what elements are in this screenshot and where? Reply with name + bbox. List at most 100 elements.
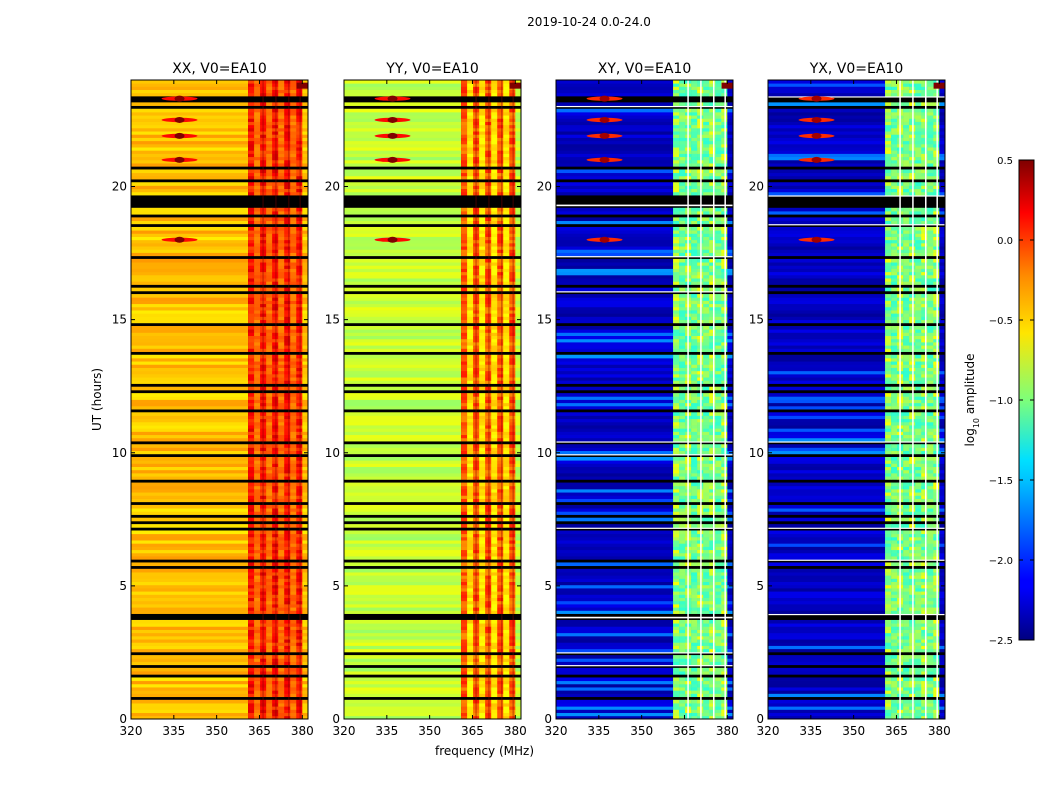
heatmap-cell	[266, 124, 273, 129]
heatmap-cell	[248, 530, 255, 535]
heatmap-cell	[727, 313, 733, 317]
heatmap-cell	[679, 693, 686, 698]
heatmap-cell	[473, 313, 480, 317]
heatmap-cell	[503, 316, 510, 321]
heatmap-cell	[266, 421, 273, 426]
heatmap-cell	[272, 437, 279, 442]
heatmap-cell	[260, 175, 267, 180]
heatmap-cell	[131, 699, 249, 704]
heatmap-cell	[715, 629, 722, 634]
heatmap-cell	[344, 262, 462, 266]
heatmap-cell	[344, 530, 462, 535]
heatmap-cell	[254, 699, 261, 704]
heatmap-cell	[673, 316, 680, 321]
heatmap-cell	[272, 578, 279, 583]
heatmap-cell	[266, 687, 273, 691]
heatmap-cell	[556, 572, 674, 576]
heatmap-cell	[272, 92, 279, 97]
heatmap-cell	[709, 632, 716, 637]
heatmap-cell	[479, 610, 486, 614]
heatmap-cell	[278, 338, 285, 343]
heatmap-cell	[703, 610, 710, 614]
heatmap-cell	[679, 386, 686, 391]
heatmap-cell	[278, 568, 285, 573]
heatmap-cell	[248, 680, 255, 685]
heatmap-cell	[673, 568, 680, 573]
heatmap-cell	[254, 108, 261, 113]
heatmap-cell	[278, 431, 285, 436]
heatmap-cell	[284, 396, 291, 400]
heatmap-cell	[467, 482, 474, 487]
heatmap-cell	[248, 594, 255, 598]
heatmap-cell	[503, 495, 510, 499]
heatmap-cell	[691, 428, 698, 432]
heatmap-cell	[721, 393, 728, 397]
heatmap-cell	[248, 581, 255, 586]
heatmap-cell	[272, 89, 279, 94]
heatmap-cell	[344, 143, 462, 148]
heatmap-cell	[497, 370, 504, 375]
heatmap-cell	[248, 425, 255, 429]
heatmap-cell	[479, 540, 486, 544]
heatmap-cell	[491, 364, 498, 368]
heatmap-cell	[302, 370, 308, 375]
heatmap-cell	[284, 300, 291, 305]
heatmap-cell	[266, 262, 273, 266]
heatmap-cell	[461, 556, 468, 560]
heatmap-cell	[556, 412, 674, 416]
heatmap-cell	[302, 316, 308, 321]
heatmap-cell	[254, 511, 261, 515]
heatmap-cell	[260, 287, 267, 292]
heatmap-cell	[461, 629, 468, 634]
heatmap-cell	[715, 428, 722, 432]
heatmap-cell	[509, 476, 516, 480]
heatmap-cell	[254, 361, 261, 365]
heatmap-cell	[491, 476, 498, 480]
heatmap-cell	[284, 140, 291, 145]
heatmap-cell	[673, 623, 680, 627]
heatmap-cell	[479, 147, 486, 151]
heatmap-cell	[491, 294, 498, 298]
heatmap-cell	[715, 533, 722, 538]
heatmap-cell	[260, 207, 267, 212]
heatmap-cell	[485, 466, 492, 471]
heatmap-cell	[344, 645, 462, 650]
heatmap-cell	[485, 335, 492, 340]
heatmap-cell	[473, 482, 480, 487]
heatmap-cell	[278, 709, 285, 714]
heatmap-cell	[254, 469, 261, 474]
heatmap-cell	[272, 185, 279, 190]
heatmap-cell	[509, 418, 516, 423]
heatmap-cell	[467, 444, 474, 448]
heatmap-cell	[679, 370, 686, 375]
heatmap-cell	[272, 655, 279, 659]
heatmap-cell	[461, 712, 468, 717]
heatmap-cell	[290, 210, 297, 215]
heatmap-cell	[509, 703, 516, 707]
heatmap-cell	[266, 434, 273, 439]
flagged-channel	[262, 80, 264, 719]
heatmap-cell	[691, 364, 698, 368]
heatmap-cell	[715, 671, 722, 675]
heatmap-cell	[727, 607, 733, 611]
panel-title: XX, V0=EA10	[172, 61, 267, 77]
heatmap-cell	[509, 594, 516, 598]
heatmap-cell	[715, 699, 722, 704]
heatmap-cell	[296, 709, 303, 714]
heatmap-cell	[344, 274, 462, 279]
heatmap-cell	[673, 294, 680, 298]
heatmap-cell	[302, 418, 308, 423]
heatmap-cell	[709, 687, 716, 691]
heatmap-cell	[302, 226, 308, 231]
heatmap-cell	[556, 485, 674, 490]
heatmap-cell	[302, 607, 308, 611]
heatmap-cell	[344, 153, 462, 158]
heatmap-cell	[673, 543, 680, 547]
heatmap-cell	[302, 543, 308, 547]
heatmap-cell	[709, 386, 716, 391]
heatmap-cell	[673, 639, 680, 643]
heatmap-cell	[266, 632, 273, 637]
heatmap-cell	[272, 552, 279, 557]
heatmap-cell	[254, 661, 261, 666]
heatmap-cell	[272, 124, 279, 129]
